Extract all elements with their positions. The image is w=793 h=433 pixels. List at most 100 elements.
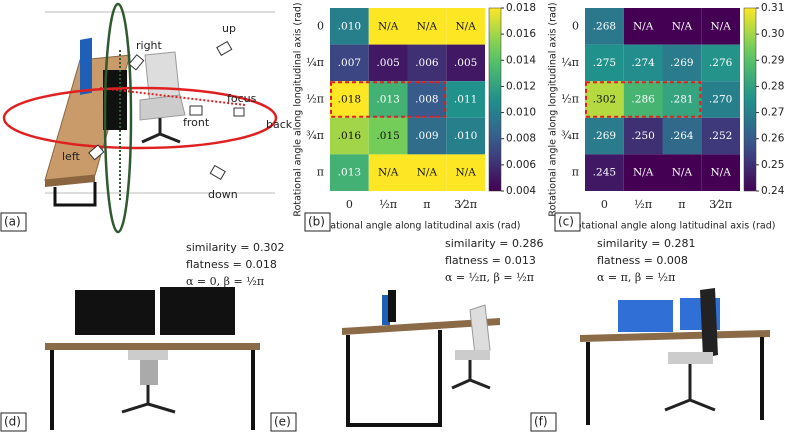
heatmap-cell (368, 81, 408, 118)
heatmap-cell (701, 44, 740, 82)
heatmap-cell (330, 8, 369, 45)
cell-label: .252 (709, 130, 732, 142)
heatmap-cell (662, 81, 702, 118)
panel-label-box (304, 212, 331, 232)
x-tick-label: 3⁄2π (454, 198, 477, 211)
cell-label: .010 (338, 20, 361, 32)
render-caption: flatness = 0.013 (445, 254, 536, 267)
colorbar-tick-label: 0.25 (761, 159, 784, 171)
cell-label: N/A (417, 20, 438, 32)
cell-label: .269 (593, 130, 616, 142)
colorbar-tick-label: 0.018 (506, 2, 536, 14)
colorbar-tick-label: 0.27 (761, 107, 784, 119)
cell-label: .018 (338, 94, 361, 106)
y-tick-label: 0 (317, 19, 324, 32)
cell-label: .005 (376, 57, 399, 69)
cell-label: .286 (631, 94, 655, 106)
cell-label: .270 (709, 94, 732, 106)
panel-label: (e) (274, 415, 291, 429)
x-axis-title: Rotational angle along latitudinal axis … (315, 221, 521, 232)
camera-label: left (62, 150, 81, 163)
x-tick-label: ½π (379, 198, 397, 211)
cell-label: .006 (415, 57, 439, 69)
colorbar-tick-label: 0.26 (761, 133, 785, 145)
na-cell (368, 8, 408, 45)
cell-label: N/A (455, 167, 476, 179)
heatmap-cell (330, 154, 369, 191)
y-tick-label: ¼π (306, 56, 324, 69)
colorbar (743, 7, 757, 192)
camera-label: right (136, 39, 163, 52)
heatmap-cell (585, 81, 624, 118)
colorbar-tick-label: 0.010 (506, 107, 536, 119)
heatmap-cell (623, 117, 663, 155)
na-cell (407, 154, 447, 191)
y-axis-title: Rotational angle along longitudinal axis… (293, 2, 304, 216)
panel-label: (f) (534, 415, 548, 429)
heatmap-cell (662, 44, 702, 82)
x-tick-label: 0 (346, 198, 353, 211)
colorbar (488, 7, 502, 192)
cell-label: .269 (670, 57, 693, 69)
panel-label-box (0, 212, 27, 232)
highlight-box (585, 81, 702, 118)
colorbar-tick-label: 0.30 (761, 28, 784, 40)
render-caption: α = π, β = ½π (597, 271, 675, 284)
heatmap-cell (407, 44, 447, 82)
cell-label: .281 (670, 94, 693, 106)
cell-label: N/A (378, 167, 399, 179)
x-tick-label: π (423, 198, 430, 211)
render-caption: α = ½π, β = ½π (445, 271, 534, 284)
heatmap-cell (407, 81, 447, 118)
cell-label: .008 (415, 94, 438, 106)
render-f (580, 288, 770, 425)
cell-label: .264 (670, 130, 694, 142)
cell-label: N/A (378, 20, 399, 32)
cell-label: N/A (710, 167, 731, 179)
cell-label: N/A (417, 167, 438, 179)
heatmap-cell (623, 44, 663, 82)
render-e (342, 290, 500, 427)
x-tick-label: 0 (601, 198, 608, 211)
na-cell (662, 154, 702, 191)
na-cell (701, 8, 740, 45)
y-tick-label: ¾π (561, 129, 579, 142)
cell-label: .011 (454, 94, 477, 106)
heatmap-cell (330, 44, 369, 82)
y-tick-label: ¾π (306, 129, 324, 142)
heatmap-cell (585, 8, 624, 45)
heatmap-cell (701, 81, 740, 118)
y-tick-label: ¼π (561, 56, 579, 69)
panel-label: (b) (308, 215, 325, 229)
y-tick-label: ½π (561, 93, 579, 106)
highlight-box (330, 81, 447, 118)
heatmap-cell (368, 44, 408, 82)
cell-label: N/A (672, 20, 693, 32)
panel-label: (c) (558, 215, 574, 229)
cell-label: .015 (376, 130, 399, 142)
camera-label: front (183, 116, 210, 129)
cell-label: .016 (338, 130, 362, 142)
render-caption: similarity = 0.302 (186, 241, 284, 254)
y-tick-label: π (572, 166, 579, 179)
x-axis-title: Rotational angle along latitudinal axis … (570, 221, 776, 232)
colorbar-tick-label: 0.016 (506, 28, 536, 40)
na-cell (701, 154, 740, 191)
cell-label: .268 (593, 20, 616, 32)
cell-label: .275 (593, 57, 616, 69)
render-caption: α = 0, β = ½π (186, 275, 264, 288)
heatmap-cell (662, 117, 702, 155)
cell-label: .274 (631, 57, 655, 69)
y-tick-label: ½π (306, 93, 324, 106)
panel-label-box (0, 412, 27, 432)
cell-label: .013 (376, 94, 399, 106)
colorbar-tick-label: 0.28 (761, 80, 784, 92)
na-cell (446, 8, 485, 45)
heatmap-cell (368, 117, 408, 155)
heatmap-cell (585, 117, 624, 155)
heatmap-cell (407, 117, 447, 155)
panel-label: (d) (4, 415, 21, 429)
x-tick-label: 3⁄2π (709, 198, 732, 211)
na-cell (623, 8, 663, 45)
panel-label: (a) (4, 215, 21, 229)
